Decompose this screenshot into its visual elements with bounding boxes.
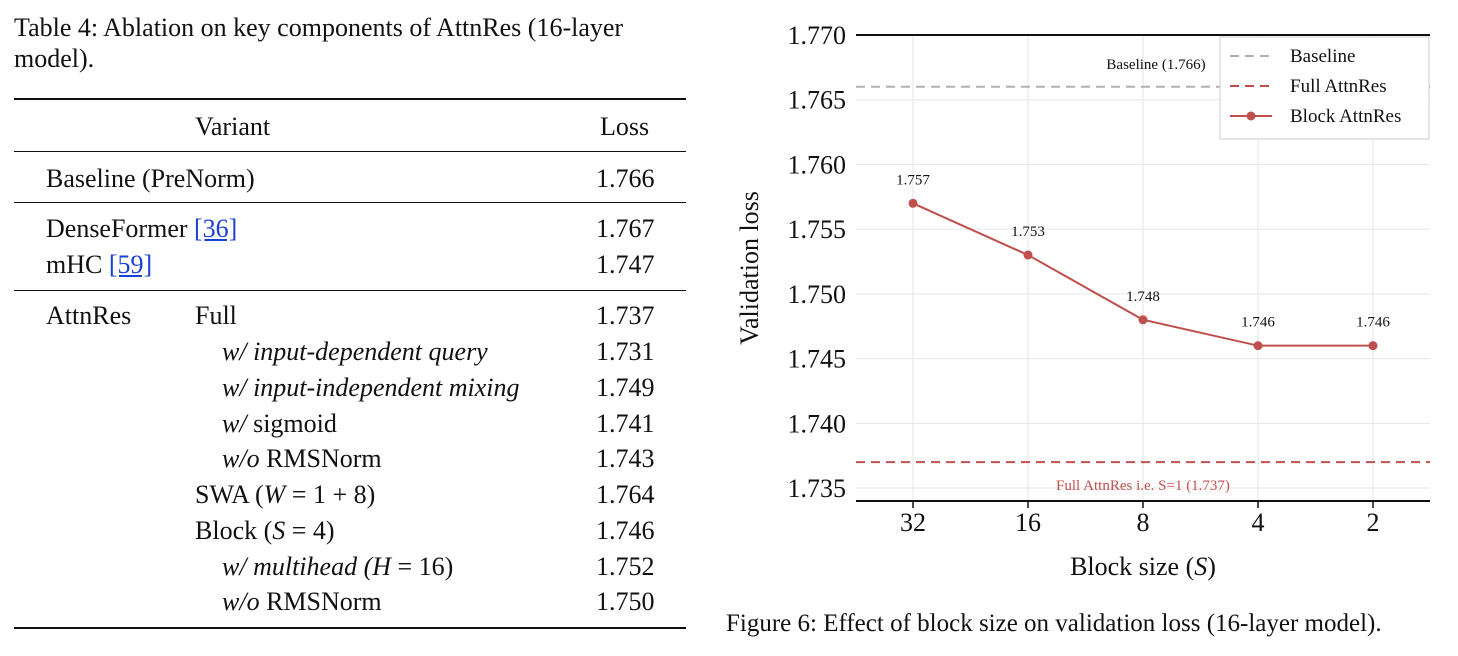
row-input-independent-mixing-loss: 1.749 (596, 373, 655, 402)
data-label: 1.748 (1126, 289, 1160, 305)
y-axis-label: Validation loss (735, 191, 764, 345)
y-tick-label: 1.760 (788, 150, 847, 179)
row-mhc-loss: 1.747 (596, 250, 655, 279)
row-rest: = 1 + 8) (285, 480, 376, 509)
denseformer-ref-link[interactable]: [36] (194, 214, 238, 243)
x-tick-label: 32 (900, 508, 926, 537)
row-prefix: w/ (222, 337, 247, 366)
row-label: sigmoid (246, 409, 337, 438)
table-bottom-rule (14, 627, 686, 629)
row-label: Block ( (195, 516, 273, 545)
row-wo-rmsnorm-loss: 1.743 (596, 444, 655, 473)
row-multihead: w/ multihead (H = 16) (222, 552, 453, 582)
row-math: S (272, 516, 286, 545)
data-label: 1.753 (1011, 224, 1045, 240)
row-block-wo-rmsnorm-loss: 1.750 (596, 587, 655, 616)
row-input-dependent-query-loss: 1.731 (596, 337, 655, 366)
x-axis-label-prefix: Block size ( (1070, 552, 1194, 581)
x-axis-label-var: S (1194, 552, 1207, 581)
header-loss: Loss (600, 112, 650, 141)
row-label: input-dependent query (246, 337, 488, 366)
row-prefix: w/ (222, 373, 247, 402)
row-rest: = 16) (391, 552, 454, 581)
row-block-loss: 1.746 (596, 516, 655, 545)
row-prefix: w/ (222, 552, 247, 581)
row-denseformer-loss: 1.767 (596, 214, 655, 243)
row-mhc: mHC [59] (46, 250, 152, 280)
y-tick-label: 1.745 (788, 345, 847, 374)
x-tick-label: 16 (1015, 508, 1041, 537)
row-block-wo-rmsnorm: w/o RMSNorm (222, 587, 382, 617)
section-rule (14, 290, 686, 291)
x-axis-label-suffix: ) (1207, 552, 1216, 581)
attnres-group-label: AttnRes (46, 301, 132, 330)
data-label: 1.757 (896, 172, 930, 188)
legend-label: Baseline (1290, 46, 1355, 67)
data-label: 1.746 (1241, 315, 1275, 331)
row-full-loss: 1.737 (596, 301, 655, 330)
row-label: RMSNorm (259, 444, 382, 473)
legend-label: Block AttnRes (1290, 106, 1401, 127)
row-swa-loss: 1.764 (596, 480, 655, 509)
full-attnres-annotation: Full AttnRes i.e. S=1 (1.737) (1056, 478, 1230, 494)
row-label: RMSNorm (259, 587, 382, 616)
block-attnres-point (1138, 315, 1148, 325)
row-sigmoid: w/ sigmoid (222, 409, 337, 439)
block-attnres-point (1253, 341, 1263, 351)
row-block: Block (S = 4) (195, 516, 335, 546)
block-attnres-point (908, 198, 918, 208)
row-math: W (263, 480, 286, 509)
block-attnres-point (1368, 341, 1378, 351)
row-baseline-label: Baseline (PreNorm) (46, 164, 255, 193)
row-sigmoid-loss: 1.741 (596, 409, 655, 438)
y-tick-label: 1.735 (788, 474, 847, 503)
row-rest: = 4) (285, 516, 335, 545)
row-denseformer: DenseFormer [36] (46, 214, 237, 244)
denseformer-label: DenseFormer (46, 214, 195, 243)
block-attnres-point (1023, 250, 1033, 260)
row-prefix: w/ (222, 409, 247, 438)
figure-caption: Figure 6: Effect of block size on valida… (726, 610, 1382, 637)
x-tick-label: 8 (1137, 508, 1150, 537)
row-prefix: w/o (222, 587, 260, 616)
y-tick-label: 1.750 (788, 280, 847, 309)
baseline-annotation: Baseline (1.766) (1106, 57, 1205, 73)
mhc-label: mHC (46, 250, 109, 279)
row-math: H (372, 552, 392, 581)
row-swa: SWA (W = 1 + 8) (195, 480, 375, 510)
x-tick-label: 2 (1367, 508, 1380, 537)
legend-marker (1246, 111, 1256, 121)
legend-box (1219, 36, 1430, 140)
section-rule (14, 202, 686, 203)
x-axis-label: Block size (S) (1070, 552, 1216, 581)
table-top-rule (14, 98, 686, 100)
legend-label: Full AttnRes (1290, 76, 1387, 97)
y-tick-label: 1.740 (788, 409, 847, 438)
x-tick-label: 4 (1252, 508, 1265, 537)
table-caption: Table 4: Ablation on key components of A… (14, 13, 624, 73)
y-tick-label: 1.770 (788, 21, 847, 50)
row-multihead-loss: 1.752 (596, 552, 655, 581)
y-tick-label: 1.765 (788, 86, 847, 115)
row-baseline-loss: 1.766 (596, 164, 655, 193)
header-variant: Variant (195, 112, 271, 141)
row-prefix: w/o (222, 444, 260, 473)
row-label: multihead ( (246, 552, 373, 581)
row-input-dependent-query: w/ input-dependent query (222, 337, 488, 367)
row-label: input-independent mixing (246, 373, 520, 402)
validation-loss-chart: 1.735 1.740 1.745 1.750 1.755 1.760 1.765 1.770… (735, 21, 1430, 581)
row-input-independent-mixing: w/ input-independent mixing (222, 373, 520, 403)
row-full-label: Full (195, 301, 237, 330)
row-wo-rmsnorm: w/o RMSNorm (222, 444, 382, 474)
data-label: 1.746 (1356, 315, 1390, 331)
y-tick-label: 1.755 (788, 215, 847, 244)
header-rule (14, 151, 686, 152)
mhc-ref-link[interactable]: [59] (108, 250, 153, 279)
row-label: SWA ( (195, 480, 264, 509)
